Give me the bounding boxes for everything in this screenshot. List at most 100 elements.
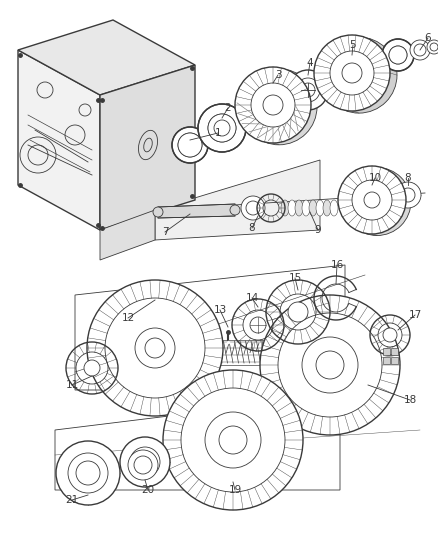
Text: 9: 9	[314, 225, 321, 235]
Circle shape	[208, 114, 236, 142]
Circle shape	[259, 295, 399, 435]
Text: 3: 3	[274, 70, 281, 80]
Circle shape	[337, 166, 405, 234]
Text: 10: 10	[367, 173, 381, 183]
Circle shape	[240, 196, 265, 220]
Circle shape	[205, 412, 261, 468]
Circle shape	[20, 137, 56, 173]
Circle shape	[177, 133, 201, 157]
Circle shape	[145, 338, 165, 358]
Circle shape	[65, 125, 85, 145]
Text: 5: 5	[349, 40, 356, 50]
Ellipse shape	[315, 200, 323, 216]
Circle shape	[413, 44, 425, 56]
Circle shape	[363, 192, 379, 208]
Circle shape	[134, 456, 152, 474]
Text: 15: 15	[288, 273, 301, 283]
Circle shape	[153, 207, 162, 217]
Circle shape	[342, 167, 410, 236]
Ellipse shape	[143, 138, 152, 152]
Text: 6: 6	[424, 33, 430, 43]
Text: 18: 18	[403, 395, 416, 405]
Text: 20: 20	[141, 485, 154, 495]
Ellipse shape	[322, 200, 330, 216]
Circle shape	[84, 360, 100, 376]
Circle shape	[172, 127, 208, 163]
Circle shape	[213, 120, 230, 136]
Circle shape	[262, 95, 283, 115]
Circle shape	[429, 43, 437, 51]
Text: 14: 14	[245, 293, 258, 303]
Text: 19: 19	[228, 485, 241, 495]
Polygon shape	[158, 204, 234, 218]
Ellipse shape	[287, 200, 295, 216]
Circle shape	[320, 37, 396, 113]
Circle shape	[301, 337, 357, 393]
Circle shape	[351, 180, 391, 220]
Polygon shape	[100, 210, 155, 260]
Polygon shape	[18, 20, 194, 95]
Circle shape	[388, 46, 406, 64]
Bar	[382, 348, 389, 355]
Circle shape	[426, 40, 438, 54]
Circle shape	[240, 69, 316, 145]
Circle shape	[329, 51, 373, 95]
Circle shape	[37, 82, 53, 98]
Ellipse shape	[301, 200, 309, 216]
Circle shape	[249, 317, 265, 333]
Polygon shape	[155, 160, 319, 240]
Bar	[390, 357, 397, 364]
Ellipse shape	[138, 131, 157, 160]
Text: 1: 1	[214, 128, 221, 138]
Circle shape	[177, 133, 201, 157]
Circle shape	[76, 461, 100, 485]
Text: 17: 17	[407, 310, 420, 320]
Circle shape	[137, 454, 153, 470]
Circle shape	[219, 426, 247, 454]
Circle shape	[381, 39, 413, 71]
Circle shape	[162, 370, 302, 510]
Polygon shape	[18, 50, 100, 230]
Circle shape	[287, 70, 327, 110]
Bar	[382, 357, 389, 364]
Text: 8: 8	[248, 223, 255, 233]
Text: 13: 13	[213, 305, 226, 315]
Circle shape	[341, 63, 361, 83]
Ellipse shape	[308, 200, 316, 216]
Circle shape	[68, 453, 108, 493]
Circle shape	[234, 67, 310, 143]
Circle shape	[287, 302, 307, 322]
Circle shape	[277, 313, 381, 417]
Circle shape	[87, 280, 223, 416]
Circle shape	[313, 35, 389, 111]
Circle shape	[180, 388, 284, 492]
Circle shape	[56, 441, 120, 505]
Circle shape	[394, 182, 420, 208]
Circle shape	[245, 201, 259, 215]
Text: 8: 8	[404, 173, 410, 183]
Ellipse shape	[294, 200, 302, 216]
Text: 2: 2	[224, 103, 231, 113]
Circle shape	[120, 437, 170, 487]
Circle shape	[135, 328, 175, 368]
Ellipse shape	[329, 200, 337, 216]
Circle shape	[382, 328, 396, 342]
Circle shape	[79, 104, 91, 116]
Circle shape	[409, 40, 429, 60]
Circle shape	[295, 78, 319, 102]
Polygon shape	[100, 65, 194, 230]
Text: 4: 4	[306, 58, 313, 68]
Text: 7: 7	[161, 227, 168, 237]
Bar	[390, 348, 397, 355]
Text: 11: 11	[65, 380, 78, 390]
Circle shape	[315, 351, 343, 379]
Text: 12: 12	[121, 313, 134, 323]
Circle shape	[230, 205, 240, 215]
Circle shape	[208, 114, 236, 142]
Text: 21: 21	[65, 495, 78, 505]
Circle shape	[388, 46, 406, 64]
Circle shape	[128, 450, 158, 480]
Circle shape	[105, 298, 205, 398]
Circle shape	[400, 188, 414, 202]
Circle shape	[198, 104, 245, 152]
